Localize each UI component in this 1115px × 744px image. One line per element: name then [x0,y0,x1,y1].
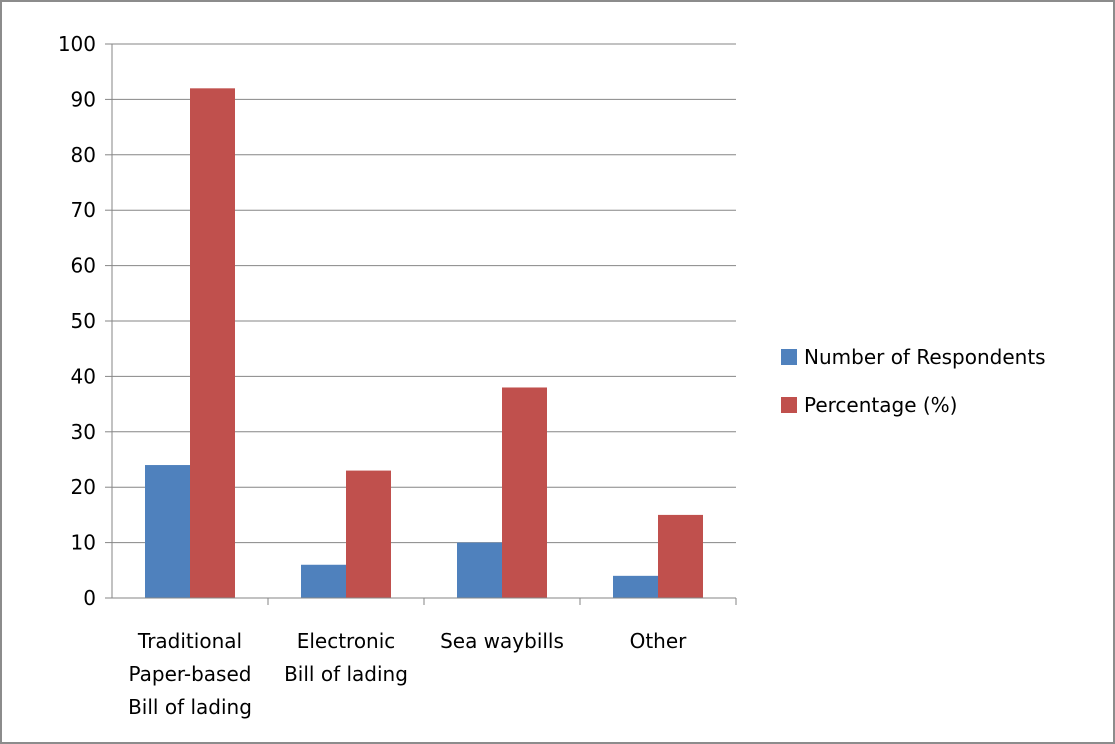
bar-respondents [613,575,658,598]
legend-swatch [781,397,797,413]
x-category-label: Electronic [297,629,396,653]
axes [105,43,737,605]
y-tick-label: 100 [58,32,96,56]
legend-swatch [781,349,797,365]
bar-percentage [502,387,547,598]
y-tick-label: 50 [71,309,96,333]
legend-label: Percentage (%) [804,393,957,417]
bar-percentage [190,88,235,598]
bar-respondents [457,542,502,598]
y-tick-label: 20 [71,475,96,499]
x-category-label: Traditional [137,629,242,653]
y-tick-label: 10 [71,531,96,555]
y-tick-label: 70 [71,198,96,222]
bar-percentage [658,514,703,598]
bars [145,88,703,598]
y-tick-label: 40 [71,364,96,388]
x-category-label: Sea waybills [440,629,564,653]
y-tick-label: 90 [71,87,96,111]
axis-labels: 0 10 20 30 40 50 60 70 80 90 100 Traditional Paper-b… [58,32,687,719]
y-tick-label: 80 [71,143,96,167]
bar-respondents [301,564,346,598]
y-tick-label: 30 [71,420,96,444]
legend-label: Number of Respondents [804,345,1046,369]
y-tick-label: 60 [71,254,96,278]
y-tick-label: 0 [83,586,96,610]
legend: Number of Respondents Percentage (%) [781,345,1046,417]
x-category-label: Bill of lading [128,695,252,719]
x-category-label: Bill of lading [284,662,408,686]
x-category-label: Other [630,629,688,653]
bar-percentage [346,470,391,598]
bar-respondents [145,465,190,598]
x-category-label: Paper-based [129,662,252,686]
